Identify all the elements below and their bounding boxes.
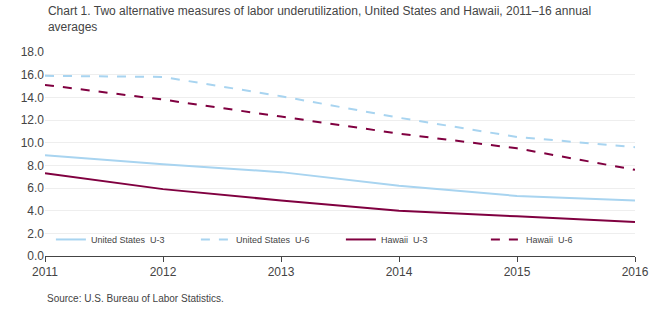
svg-text:United States U-6: United States U-6 (236, 235, 310, 245)
svg-text:18.0: 18.0 (21, 45, 45, 59)
svg-text:2.0: 2.0 (27, 227, 44, 241)
svg-text:2013: 2013 (268, 265, 295, 279)
svg-text:Hawaii U-3: Hawaii U-3 (381, 235, 428, 245)
svg-text:2011: 2011 (32, 265, 58, 279)
svg-text:Source: U.S. Bureau of Labor S: Source: U.S. Bureau of Labor Statistics. (47, 293, 224, 304)
svg-text:Chart 1. Two alternative measu: Chart 1. Two alternative measures of lab… (48, 4, 591, 34)
svg-text:14.0: 14.0 (21, 91, 45, 105)
svg-text:United States U-3: United States U-3 (91, 235, 165, 245)
svg-text:6.0: 6.0 (27, 181, 44, 195)
svg-text:12.0: 12.0 (21, 113, 45, 127)
svg-text:2015: 2015 (504, 265, 531, 279)
svg-text:Hawaii U-6: Hawaii U-6 (526, 235, 573, 245)
svg-text:8.0: 8.0 (27, 159, 44, 173)
svg-text:0.0: 0.0 (27, 249, 44, 263)
svg-text:2014: 2014 (386, 265, 413, 279)
svg-text:2016: 2016 (622, 265, 649, 279)
svg-text:10.0: 10.0 (21, 136, 45, 150)
svg-text:2012: 2012 (150, 265, 177, 279)
svg-text:16.0: 16.0 (21, 68, 45, 82)
svg-text:4.0: 4.0 (27, 204, 44, 218)
